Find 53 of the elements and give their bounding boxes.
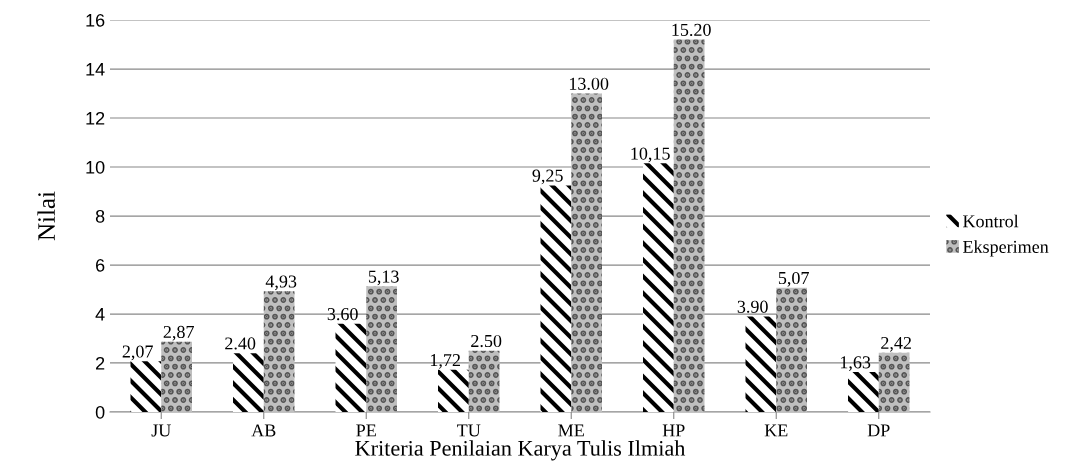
bar [366,286,397,412]
x-tick-label: HP [662,424,685,437]
x-tick-label: JU [151,424,171,437]
y-tick-label: 0 [95,405,105,419]
y-tick-label: 6 [96,258,105,272]
x-tick-label: PE [356,424,376,437]
data-label: 5,13 [368,270,399,286]
bar [233,353,264,412]
data-label: 2,42 [881,336,911,352]
y-tick-label: 8 [95,209,105,223]
data-label: 13.00 [569,77,609,90]
bar [776,287,807,412]
bar [643,163,674,412]
data-label: 10,15 [631,147,670,163]
y-axis-title: Nilai [37,191,55,241]
legend-label: Kontrol [963,214,1019,228]
data-label: 2,07 [122,345,153,361]
x-tick-label: DP [867,424,890,437]
bar [263,291,295,412]
x-tick-label: ME [558,424,584,437]
data-label: 2,87 [163,325,194,341]
legend-label: Eksperimen [963,240,1049,257]
bar [438,369,469,412]
bar [673,39,705,412]
x-tick-label: KE [764,424,788,437]
data-label: 3.90 [737,300,768,313]
y-tick-label: 14 [86,63,105,76]
x-axis-title: Kriteria Penilaian Karya Tulis Ilmiah [355,440,686,461]
y-tick-label: 12 [86,111,105,125]
bar [571,93,602,412]
bar [468,350,500,412]
y-tick-label: 10 [86,160,105,174]
bar [878,352,910,412]
data-label: 4,93 [265,275,297,291]
bar [745,316,777,412]
bar [161,341,192,412]
bar [540,185,572,412]
x-tick-label: TU [457,424,481,437]
bar [335,323,367,412]
data-label: 1,72 [430,354,460,369]
bar [848,372,879,412]
data-label: 15.20 [672,23,711,37]
data-label: 5,07 [778,271,809,287]
data-label: 2.50 [471,334,502,348]
data-label: 9,25 [532,169,563,185]
y-tick-label: 4 [95,308,105,321]
data-label: 2.40 [225,337,256,350]
y-tick-label: 2 [96,356,105,370]
data-label: 1,63 [840,356,871,371]
bar [130,361,162,412]
x-tick-label: AB [251,424,276,437]
data-label: 3.60 [327,307,358,321]
y-tick-label: 16 [86,13,105,27]
